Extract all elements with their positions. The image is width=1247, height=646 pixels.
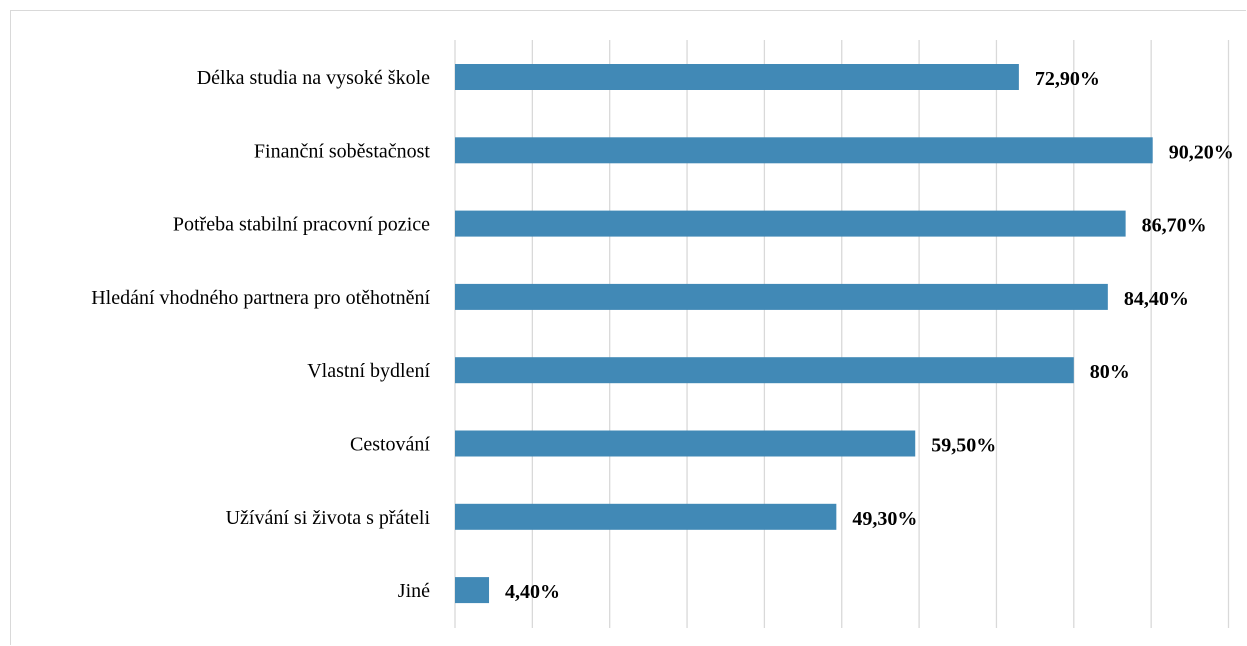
chart-frame <box>10 10 1246 645</box>
bar <box>455 503 837 530</box>
bar <box>455 430 916 457</box>
data-label: 59,50% <box>931 435 996 457</box>
bar <box>455 137 1153 164</box>
data-label: 49,30% <box>852 508 917 530</box>
bar <box>455 283 1108 310</box>
category-label: Potřeba stabilní pracovní pozice <box>173 214 430 236</box>
data-label: 84,40% <box>1124 288 1189 310</box>
category-label: Vlastní bydlení <box>307 360 430 382</box>
category-label: Cestování <box>350 434 430 456</box>
data-label: 80% <box>1090 361 1130 383</box>
bar <box>455 577 490 604</box>
category-label: Jiné <box>398 580 430 602</box>
data-label: 90,20% <box>1169 141 1234 163</box>
category-label: Užívání si života s přáteli <box>226 507 431 529</box>
data-label: 72,90% <box>1035 68 1100 90</box>
category-labels: Délka studia na vysoké škole Finanční sob… <box>91 67 430 602</box>
data-label: 4,40% <box>505 581 560 603</box>
bar <box>455 210 1126 237</box>
category-label: Hledání vhodného partnera pro otěhotnění <box>91 287 430 309</box>
value-labels: 72,90% 90,20% 86,70% 84,40% 80% 59,50% 49,30% 4… <box>505 68 1234 603</box>
category-label: Délka studia na vysoké škole <box>197 67 430 89</box>
gridlines <box>454 40 1230 628</box>
data-label: 86,70% <box>1142 215 1207 237</box>
bar <box>455 64 1019 90</box>
bar <box>455 357 1074 384</box>
category-label: Finanční soběstačnost <box>254 140 431 162</box>
bars <box>455 64 1153 604</box>
